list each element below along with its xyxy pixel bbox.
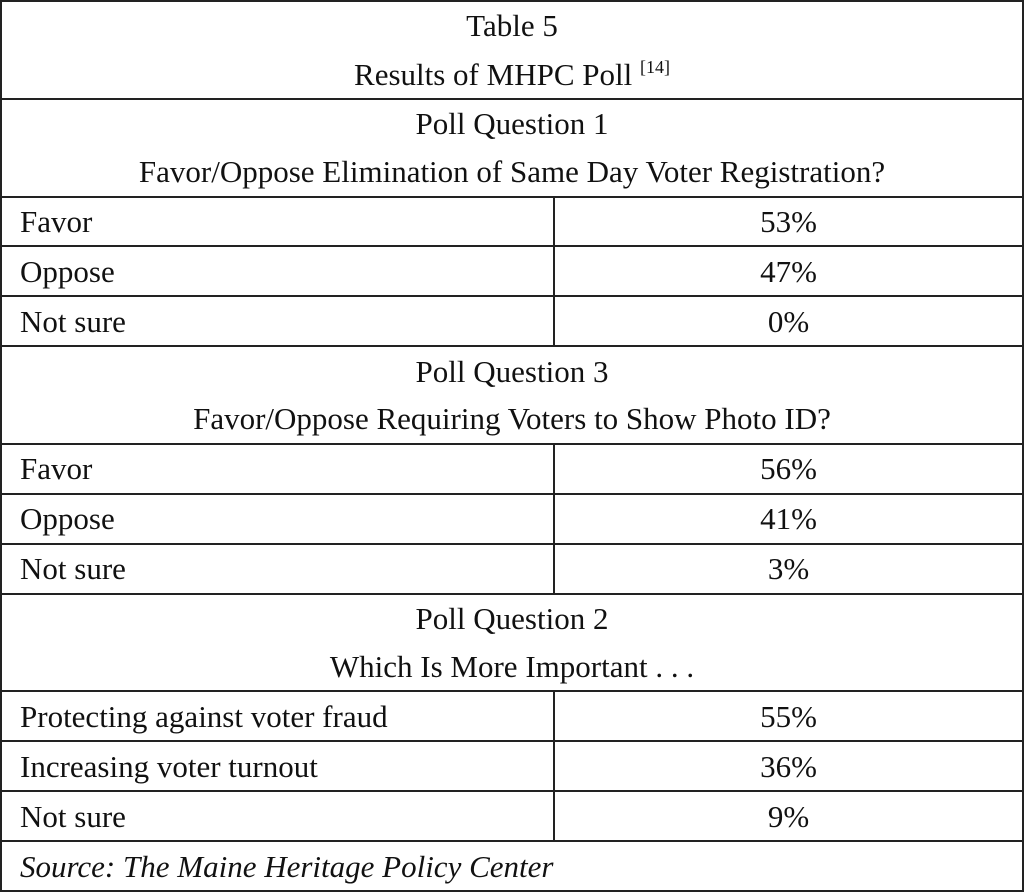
response-value: 0% <box>553 295 1024 348</box>
response-label: Oppose <box>0 245 555 298</box>
subtitle-row: Results of MHPC Poll [14] <box>0 49 1024 100</box>
response-value: 53% <box>553 195 1024 248</box>
data-row: Favor 56% <box>0 442 1024 495</box>
title-row: Table 5 <box>0 0 1024 50</box>
section-heading-row: Poll Question 3 <box>0 345 1024 396</box>
section-heading-row: Poll Question 1 <box>0 97 1024 148</box>
table-title: Table 5 <box>0 0 1024 50</box>
response-label: Increasing voter turnout <box>0 740 555 793</box>
section-heading: Poll Question 3 <box>0 345 1024 396</box>
data-row: Favor 53% <box>0 195 1024 248</box>
response-label: Favor <box>0 195 555 248</box>
data-row: Oppose 47% <box>0 245 1024 298</box>
data-row: Oppose 41% <box>0 492 1024 545</box>
response-value: 41% <box>553 492 1024 545</box>
data-row: Not sure 3% <box>0 542 1024 595</box>
response-label: Not sure <box>0 295 555 348</box>
response-value: 55% <box>553 690 1024 743</box>
response-value: 9% <box>553 790 1024 843</box>
section-heading-row: Poll Question 2 <box>0 592 1024 643</box>
response-value: 36% <box>553 740 1024 793</box>
subtitle-text: Results of MHPC Poll <box>354 56 633 92</box>
reference: [14] <box>639 56 670 77</box>
data-row: Increasing voter turnout 36% <box>0 740 1024 793</box>
section-question: Favor/Oppose Requiring Voters to Show Ph… <box>0 395 1024 445</box>
response-label: Protecting against voter fraud <box>0 690 555 743</box>
section-question-row: Favor/Oppose Elimination of Same Day Vot… <box>0 147 1024 198</box>
data-row: Not sure 9% <box>0 790 1024 843</box>
source-note: Source: The Maine Heritage Policy Center <box>0 840 1024 892</box>
response-label: Not sure <box>0 790 555 843</box>
data-row: Protecting against voter fraud 55% <box>0 690 1024 743</box>
source-note-row: Source: The Maine Heritage Policy Center <box>0 840 1024 892</box>
response-label: Oppose <box>0 492 555 545</box>
section-heading: Poll Question 1 <box>0 97 1024 148</box>
title-text: Table 5 <box>466 8 558 44</box>
response-label: Not sure <box>0 542 555 595</box>
data-row: Not sure 0% <box>0 295 1024 348</box>
section-question-row: Which Is More Important . . . <box>0 642 1024 693</box>
section-question-row: Favor/Oppose Requiring Voters to Show Ph… <box>0 395 1024 445</box>
section-question: Favor/Oppose Elimination of Same Day Vot… <box>0 147 1024 198</box>
response-value: 3% <box>553 542 1024 595</box>
table-subtitle: Results of MHPC Poll [14] <box>0 49 1024 100</box>
response-value: 47% <box>553 245 1024 298</box>
section-question: Which Is More Important . . . <box>0 642 1024 693</box>
section-heading: Poll Question 2 <box>0 592 1024 643</box>
response-label: Favor <box>0 442 555 495</box>
response-value: 56% <box>553 442 1024 495</box>
